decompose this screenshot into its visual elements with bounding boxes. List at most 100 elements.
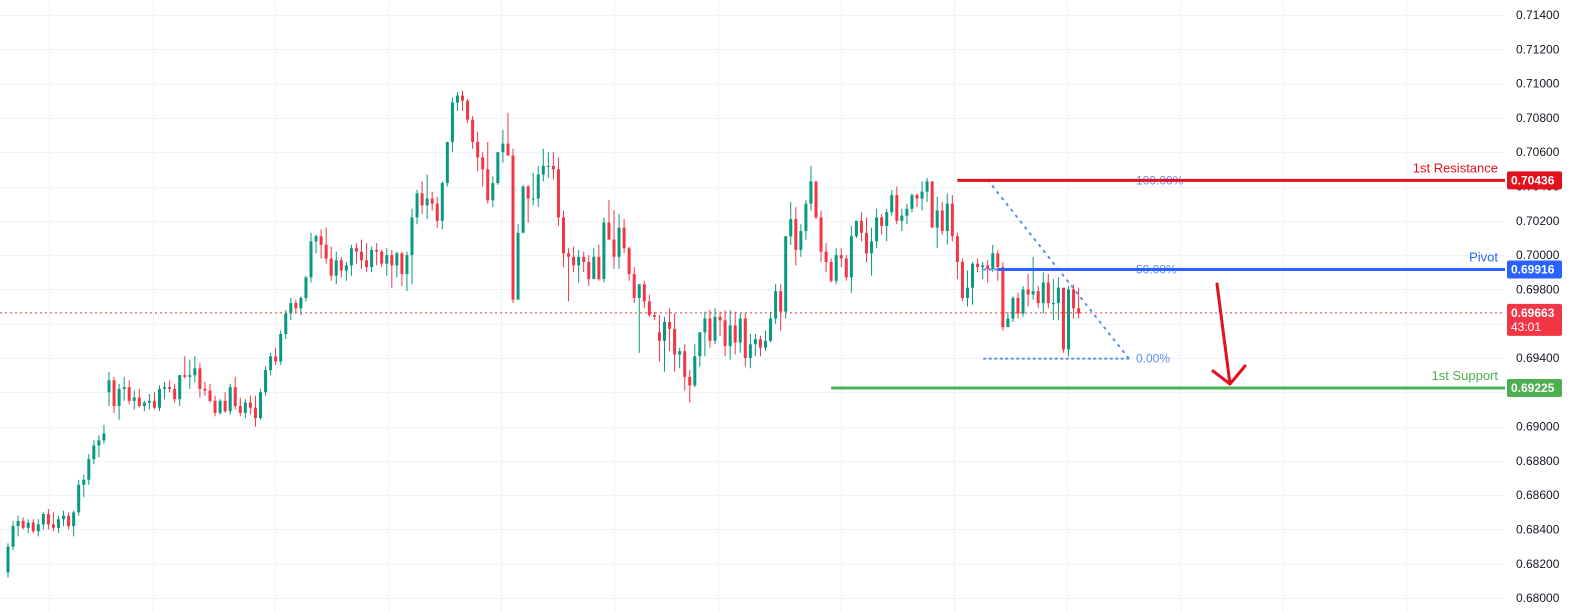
bar-countdown: 43:01 bbox=[1511, 320, 1541, 334]
candle-body bbox=[880, 217, 884, 226]
candle-body bbox=[521, 186, 525, 233]
candle-body bbox=[728, 325, 732, 346]
candle-body bbox=[1051, 303, 1055, 305]
candle-body bbox=[683, 351, 687, 377]
candle-body bbox=[526, 186, 530, 199]
candle-body bbox=[112, 380, 116, 407]
candle-body bbox=[784, 236, 788, 312]
candle-body bbox=[435, 203, 439, 221]
candle-body bbox=[733, 325, 737, 343]
candle-body bbox=[966, 287, 969, 298]
candle-body bbox=[693, 356, 697, 386]
candle-body bbox=[390, 255, 394, 266]
level-label: Pivot bbox=[1469, 250, 1498, 265]
candle-body bbox=[824, 251, 828, 262]
candle-body bbox=[243, 402, 247, 413]
candle-body bbox=[183, 375, 187, 377]
candle-body bbox=[253, 407, 257, 419]
candle-body bbox=[67, 515, 71, 527]
price-tick-label: 0.70800 bbox=[1516, 111, 1560, 125]
candle-body bbox=[945, 203, 949, 232]
price-tick-label: 0.69800 bbox=[1516, 282, 1560, 296]
price-tag bbox=[1507, 260, 1562, 279]
candle-body bbox=[132, 397, 136, 401]
candle-body bbox=[551, 165, 555, 170]
candle-body bbox=[36, 524, 40, 532]
candle-body bbox=[572, 256, 576, 266]
candle-body bbox=[506, 143, 510, 156]
candle-body bbox=[859, 220, 863, 233]
candle-body bbox=[188, 375, 192, 377]
candle-body bbox=[1011, 297, 1015, 319]
candle-body bbox=[410, 217, 414, 256]
price-axis[interactable]: 0.71400 0.71200 0.71000 0.70800 0.70600 0.704… bbox=[1507, 8, 1562, 605]
fib-label: 0.00% bbox=[1136, 352, 1170, 366]
arrow-down-icon[interactable] bbox=[1211, 282, 1247, 386]
candle-body bbox=[865, 232, 868, 254]
candle-body bbox=[385, 255, 389, 264]
candle-body bbox=[562, 217, 565, 254]
candle-body bbox=[622, 227, 626, 249]
price-tick-label: 0.68200 bbox=[1516, 557, 1560, 571]
candle-body bbox=[21, 520, 25, 528]
candle-body bbox=[854, 220, 858, 237]
candlestick-series bbox=[6, 90, 1081, 578]
candle-body bbox=[259, 392, 262, 419]
candle-body bbox=[173, 388, 177, 400]
candle-body bbox=[375, 249, 379, 252]
candle-body bbox=[289, 303, 293, 314]
candle-body bbox=[92, 445, 96, 460]
candle-body bbox=[1016, 297, 1020, 314]
current-price-value: 0.69663 bbox=[1511, 306, 1555, 320]
candle-body bbox=[329, 258, 333, 276]
candle-body bbox=[789, 219, 793, 237]
candle-body bbox=[930, 181, 934, 228]
level-label: 1st Resistance bbox=[1413, 160, 1498, 175]
candle-body bbox=[758, 339, 762, 348]
candle-body bbox=[753, 339, 757, 345]
candle-body bbox=[819, 217, 823, 252]
candle-body bbox=[885, 212, 889, 226]
candle-body bbox=[890, 195, 894, 213]
candle-body bbox=[137, 397, 141, 407]
candle-body bbox=[1067, 289, 1070, 350]
candle-body bbox=[208, 390, 212, 401]
price-tick-label: 0.68800 bbox=[1516, 454, 1560, 468]
price-tag bbox=[1507, 171, 1562, 190]
candle-body bbox=[168, 387, 172, 389]
candle-body bbox=[274, 356, 278, 362]
candle-body bbox=[1077, 308, 1081, 314]
candle-body bbox=[476, 141, 480, 158]
candle-body bbox=[511, 155, 515, 300]
candle-body bbox=[804, 203, 808, 232]
candle-body bbox=[900, 215, 904, 221]
candle-body bbox=[541, 165, 545, 175]
candle-body bbox=[466, 100, 470, 120]
candle-body bbox=[6, 546, 10, 573]
price-tick-label: 0.68000 bbox=[1516, 591, 1560, 605]
candle-body bbox=[577, 256, 581, 266]
candle-body bbox=[127, 387, 131, 401]
candle-body bbox=[915, 195, 919, 199]
candle-body bbox=[87, 459, 91, 480]
candle-body bbox=[925, 181, 929, 192]
candle-body bbox=[77, 484, 81, 513]
candle-body bbox=[1046, 282, 1050, 304]
price-tick-label: 0.69400 bbox=[1516, 351, 1560, 365]
candle-body bbox=[339, 260, 343, 271]
candle-body bbox=[122, 387, 126, 389]
drawing-overlays[interactable]: 100.00%50.00%0.00%1st ResistancePivot1st… bbox=[0, 160, 1505, 390]
candle-body bbox=[794, 219, 798, 250]
candle-body bbox=[713, 316, 717, 341]
candle-body bbox=[652, 315, 656, 317]
candle-body bbox=[344, 265, 348, 271]
candle-body bbox=[895, 195, 899, 221]
candle-body bbox=[213, 400, 217, 413]
candle-body bbox=[481, 157, 485, 170]
price-tick-label: 0.70000 bbox=[1516, 248, 1560, 262]
candle-body bbox=[425, 198, 429, 206]
candle-body bbox=[51, 524, 55, 528]
candle-body bbox=[304, 277, 308, 298]
candle-body bbox=[627, 248, 631, 274]
